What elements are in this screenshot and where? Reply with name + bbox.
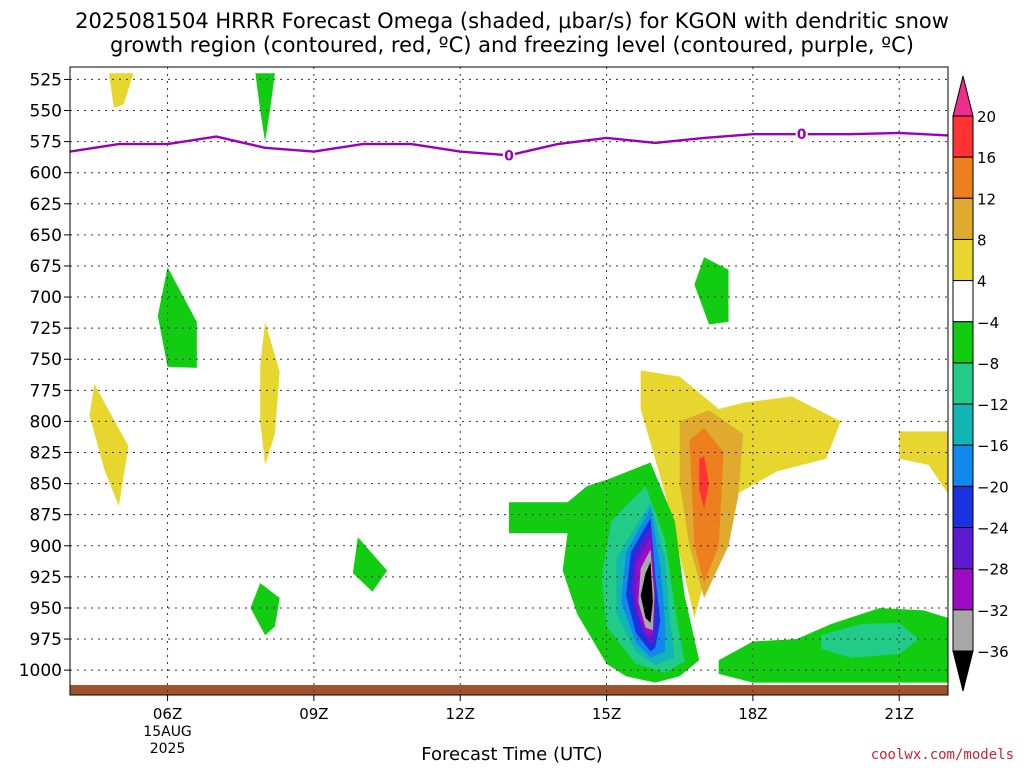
x-tick-label: 09Z — [299, 705, 328, 723]
colorbar-label: −8 — [977, 355, 999, 373]
colorbar-label: −24 — [977, 520, 1009, 538]
colorbar-swatch — [952, 115, 974, 158]
freezing-level-label: 0 — [504, 148, 514, 164]
y-tick-label: 750 — [30, 350, 62, 370]
ground-layer — [70, 685, 948, 695]
colorbar-label: −32 — [977, 602, 1009, 620]
colorbar-label: 12 — [977, 190, 996, 208]
omega-region — [260, 321, 280, 465]
colorbar-swatch — [952, 568, 974, 611]
y-tick-label: 675 — [30, 257, 62, 277]
colorbar-swatch — [952, 609, 974, 652]
omega-region — [821, 622, 919, 658]
y-tick-label: 975 — [30, 630, 62, 650]
source-credit: coolwx.com/models — [870, 747, 1014, 763]
colorbar-label: −16 — [977, 437, 1009, 455]
omega-region — [699, 456, 709, 509]
y-tick-label: 525 — [30, 70, 62, 90]
colorbar-label: −28 — [977, 561, 1009, 579]
omega-region — [689, 427, 724, 584]
chart-title-line1: 2025081504 HRRR Forecast Omega (shaded, … — [75, 9, 949, 33]
omega-region — [109, 73, 134, 108]
chart-title-line2: growth region (contoured, red, ºC) and f… — [110, 33, 914, 57]
x-tick-label: 21Z — [885, 705, 914, 723]
colorbar-label: −36 — [977, 643, 1009, 661]
x-axis-title: Forecast Time (UTC) — [421, 744, 603, 765]
y-tick-label: 650 — [30, 226, 62, 246]
omega-shading-layer — [89, 73, 948, 683]
x-tick-label: 15Z — [592, 705, 621, 723]
freezing-level-label: 0 — [797, 127, 807, 143]
y-tick-label: 700 — [30, 288, 62, 308]
y-axis: 525 550 575 600 625 650 675 700 725 750 775 800 825 8… — [19, 70, 70, 681]
omega-region — [250, 583, 280, 636]
y-tick-label: 625 — [30, 195, 62, 215]
y-tick-label: 600 — [30, 164, 62, 184]
freezing-label-bg — [503, 147, 515, 164]
colorbar-top-arrow — [952, 75, 974, 117]
y-tick-label: 800 — [30, 412, 62, 432]
omega-region — [640, 561, 653, 623]
colorbar-swatch — [952, 485, 974, 529]
y-tick-label: 725 — [30, 319, 62, 339]
omega-region — [352, 537, 388, 592]
y-tick-label: 950 — [30, 599, 62, 619]
y-tick-label: 825 — [30, 444, 62, 464]
omega-region — [694, 257, 729, 325]
y-tick-label: 575 — [30, 133, 62, 153]
omega-region — [255, 73, 275, 142]
y-tick-label: 925 — [30, 568, 62, 588]
omega-region — [899, 431, 948, 494]
omega-region — [89, 384, 129, 506]
colorbar-bottom-arrow — [952, 650, 974, 692]
colorbar-swatch — [952, 403, 974, 446]
colorbar-swatch — [952, 362, 974, 405]
colorbar-swatch — [952, 280, 974, 323]
y-tick-label: 850 — [30, 475, 62, 495]
x-tick-sublabel: 15AUG — [143, 724, 192, 740]
colorbar-label: −12 — [977, 396, 1009, 414]
colorbar-label: 16 — [977, 149, 996, 167]
colorbar: 20 16 12 8 4 −4 −8 −12 −16 −20 −24 −28 −32 −36 — [952, 75, 1009, 692]
colorbar-swatch — [952, 444, 974, 487]
colorbar-swatch — [952, 197, 974, 240]
colorbar-swatch — [952, 527, 974, 570]
freezing-label-bg — [795, 126, 808, 143]
colorbar-label: 20 — [977, 108, 996, 126]
y-tick-label: 875 — [30, 506, 62, 526]
plot-frame — [69, 66, 949, 696]
colorbar-label: −4 — [977, 314, 999, 332]
colorbar-swatch — [952, 238, 974, 282]
x-tick-label: 18Z — [738, 705, 767, 723]
omega-region — [157, 267, 197, 368]
y-tick-label: 775 — [30, 381, 62, 401]
x-tick-label: 06Z — [153, 705, 182, 723]
freezing-level-layer: 00 — [69, 126, 949, 164]
y-tick-label: 900 — [30, 537, 62, 557]
x-tick-sublabel: 2025 — [150, 741, 186, 757]
ground-band — [70, 685, 948, 695]
colorbar-label: −20 — [977, 478, 1009, 496]
y-tick-label: 1000 — [19, 661, 62, 681]
colorbar-swatch — [952, 156, 974, 199]
colorbar-label: 8 — [977, 231, 987, 249]
colorbar-label: 4 — [977, 273, 987, 291]
y-tick-label: 550 — [30, 102, 62, 122]
colorbar-swatch — [952, 321, 974, 364]
x-tick-label: 12Z — [446, 705, 475, 723]
